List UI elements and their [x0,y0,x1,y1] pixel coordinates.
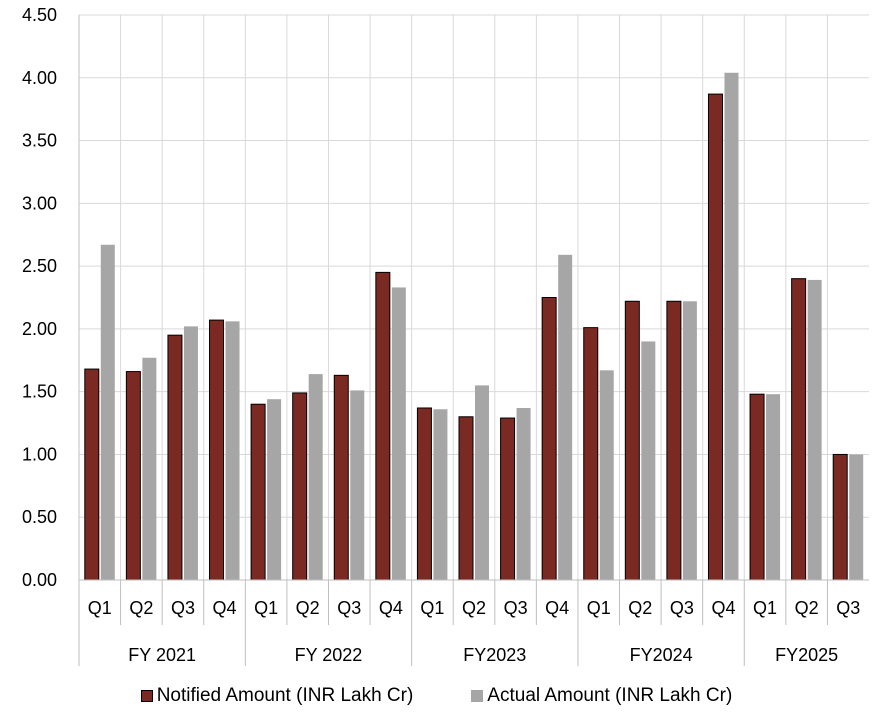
bar-notified [333,374,349,581]
x-tick-label: Q2 [462,598,486,618]
bar-actual [100,244,115,580]
y-tick-label: 1.50 [22,382,57,402]
bar-notified [791,278,807,581]
x-group-label: FY 2022 [295,645,363,665]
y-tick-label: 4.00 [22,68,57,88]
y-tick-label: 4.50 [22,5,57,25]
legend-swatch-actual [471,690,484,702]
bar-actual [849,454,864,580]
bar-actual [641,341,656,580]
x-tick-label: Q2 [795,598,819,618]
y-tick-label: 3.00 [22,193,57,213]
x-tick-label: Q3 [836,598,860,618]
bar-actual [142,357,157,580]
y-tick-label: 2.00 [22,319,57,339]
bar-notified [292,392,308,581]
bar-notified [666,300,682,581]
bar-actual [682,301,697,580]
x-tick-label: Q4 [711,598,735,618]
legend-label-notified: Notified Amount (INR Lakh Cr) [156,685,414,706]
bar-actual [308,374,323,580]
bar-actual [516,407,531,580]
bar-notified [541,297,557,581]
legend-item-actual: Actual Amount (INR Lakh Cr) [471,685,732,707]
bar-notified [84,368,100,581]
x-tick-label: Q3 [337,598,361,618]
bar-notified [832,453,848,581]
y-tick-label: 0.00 [22,570,57,590]
x-tick-label: Q2 [628,598,652,618]
legend-item-notified: Notified Amount (INR Lakh Cr) [140,685,414,707]
bar-notified [749,393,765,581]
bar-actual [225,321,240,580]
bar-notified [583,327,599,581]
x-tick-label: Q2 [129,598,153,618]
x-tick-label: Q1 [587,598,611,618]
x-tick-label: Q3 [171,598,195,618]
x-tick-label: Q1 [254,598,278,618]
bar-actual [267,399,282,580]
bar-actual [350,390,365,580]
bar-actual [391,287,406,580]
legend-label-actual: Actual Amount (INR Lakh Cr) [487,685,733,706]
x-tick-label: Q2 [296,598,320,618]
bar-notified [167,334,183,581]
x-tick-label: Q3 [670,598,694,618]
bar-notified [125,371,141,581]
bar-actual [433,409,448,580]
bar-notified [500,417,516,581]
x-group-label: FY2024 [630,645,693,665]
x-tick-label: Q1 [88,598,112,618]
y-tick-label: 2.50 [22,256,57,276]
bar-notified [416,407,432,581]
bar-actual [475,385,489,580]
bar-actual [807,279,822,580]
bar-notified [707,93,723,581]
x-group-label: FY2023 [463,645,526,665]
x-tick-label: Q4 [213,598,237,618]
y-tick-label: 3.50 [22,131,57,151]
legend-swatch-notified [140,690,153,702]
x-tick-label: Q1 [753,598,777,618]
bar-notified [250,403,266,581]
bar-notified [209,319,225,581]
bar-notified [458,416,474,581]
legend: Notified Amount (INR Lakh Cr) Actual Amo… [0,683,873,709]
bar-actual [183,326,198,580]
x-group-label: FY 2021 [128,645,196,665]
bar-actual [558,254,573,581]
bar-actual [766,394,781,580]
x-tick-label: Q4 [545,598,569,618]
bar-actual [599,370,614,580]
bar-notified [375,271,391,581]
y-tick-label: 1.00 [22,444,57,464]
x-tick-label: Q3 [504,598,528,618]
x-group-label: FY2025 [775,645,838,665]
bar-notified [624,300,640,581]
bar-chart: 0.00 0.50 1.00 1.50 2.00 2.50 3.00 3.50 4.00 4.50… [22,5,869,666]
y-tick-label: 0.50 [22,507,57,527]
x-tick-label: Q4 [379,598,403,618]
bar-actual [724,72,739,580]
x-tick-label: Q1 [420,598,444,618]
